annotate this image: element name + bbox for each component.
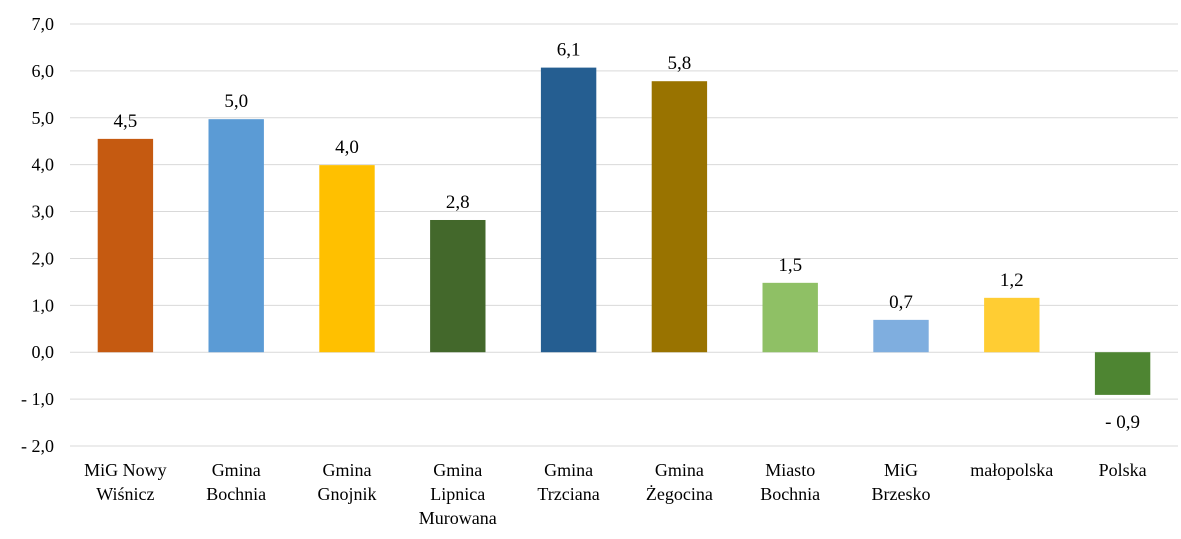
x-category-line: Murowana bbox=[419, 508, 497, 528]
x-category-label: MiG Brzesko bbox=[872, 460, 931, 504]
data-label: 5,0 bbox=[224, 91, 248, 112]
x-category-line: Gmina bbox=[433, 460, 482, 480]
x-category-line: MiG bbox=[884, 460, 918, 480]
y-tick-label: 7,0 bbox=[32, 14, 55, 34]
y-tick-label: - 1,0 bbox=[21, 389, 54, 409]
x-category-label: Polska bbox=[1099, 460, 1147, 480]
data-label: 6,1 bbox=[557, 40, 581, 61]
bars bbox=[97, 67, 1151, 395]
x-category-line: Miasto bbox=[765, 460, 815, 480]
bar bbox=[984, 297, 1040, 353]
y-tick-label: 4,0 bbox=[32, 155, 55, 175]
bar bbox=[319, 165, 375, 353]
data-label: 4,5 bbox=[114, 111, 138, 132]
bar bbox=[873, 319, 929, 353]
data-label: 1,5 bbox=[778, 255, 802, 276]
bar bbox=[208, 119, 264, 353]
x-category-line: Polska bbox=[1099, 460, 1147, 480]
x-category-label: Miasto Bochnia bbox=[760, 460, 820, 504]
data-label: 4,0 bbox=[335, 137, 359, 158]
bar bbox=[651, 81, 708, 353]
x-category-line: małopolska bbox=[970, 460, 1053, 480]
x-category-line: Bochnia bbox=[760, 484, 820, 504]
x-category-line: Bochnia bbox=[206, 484, 266, 504]
y-tick-label: - 2,0 bbox=[21, 436, 54, 456]
x-category-line: Wiśnicz bbox=[96, 484, 154, 504]
x-category-label: MiG Nowy Wiśnicz bbox=[84, 460, 167, 504]
y-tick-label: 0,0 bbox=[32, 342, 55, 362]
data-label: 0,7 bbox=[889, 292, 913, 313]
x-category-line: Gmina bbox=[212, 460, 261, 480]
data-labels: 4,5 5,0 4,0 2,8 6,1 5,8 1,5 0,7 1,2 - 0,9 bbox=[114, 40, 1140, 433]
y-tick-label: 2,0 bbox=[32, 248, 55, 268]
x-category-line: Gnojnik bbox=[317, 484, 376, 504]
x-category-label: małopolska bbox=[970, 460, 1053, 480]
data-label: 2,8 bbox=[446, 192, 470, 213]
y-tick-label: 1,0 bbox=[32, 295, 55, 315]
x-category-label: Gmina Bochnia bbox=[206, 460, 266, 504]
data-label: 5,8 bbox=[668, 53, 692, 74]
x-category-line: Lipnica bbox=[430, 484, 485, 504]
x-category-label: Gmina Żegocina bbox=[646, 460, 713, 504]
y-axis: 7,0 6,0 5,0 4,0 3,0 2,0 1,0 0,0 - 1,0 - 2,0 bbox=[21, 14, 54, 456]
bar bbox=[762, 282, 818, 353]
x-category-label: Gmina Gnojnik bbox=[317, 460, 376, 504]
bar bbox=[97, 138, 154, 353]
x-category-line: Brzesko bbox=[872, 484, 931, 504]
x-category-line: Żegocina bbox=[646, 484, 713, 504]
x-category-label: Gmina Trzciana bbox=[537, 460, 599, 504]
y-tick-label: 6,0 bbox=[32, 61, 55, 81]
x-category-line: Gmina bbox=[655, 460, 704, 480]
x-category-line: Gmina bbox=[323, 460, 372, 480]
x-category-line: Trzciana bbox=[537, 484, 599, 504]
data-label: 1,2 bbox=[1000, 270, 1024, 291]
x-category-label: Gmina Lipnica Murowana bbox=[419, 460, 497, 528]
bar bbox=[430, 219, 486, 353]
x-category-line: Gmina bbox=[544, 460, 593, 480]
y-tick-label: 3,0 bbox=[32, 202, 55, 222]
y-tick-label: 5,0 bbox=[32, 108, 55, 128]
bar bbox=[1094, 352, 1151, 395]
bar bbox=[540, 67, 597, 353]
x-category-line: MiG Nowy bbox=[84, 460, 167, 480]
data-label: - 0,9 bbox=[1105, 412, 1140, 433]
